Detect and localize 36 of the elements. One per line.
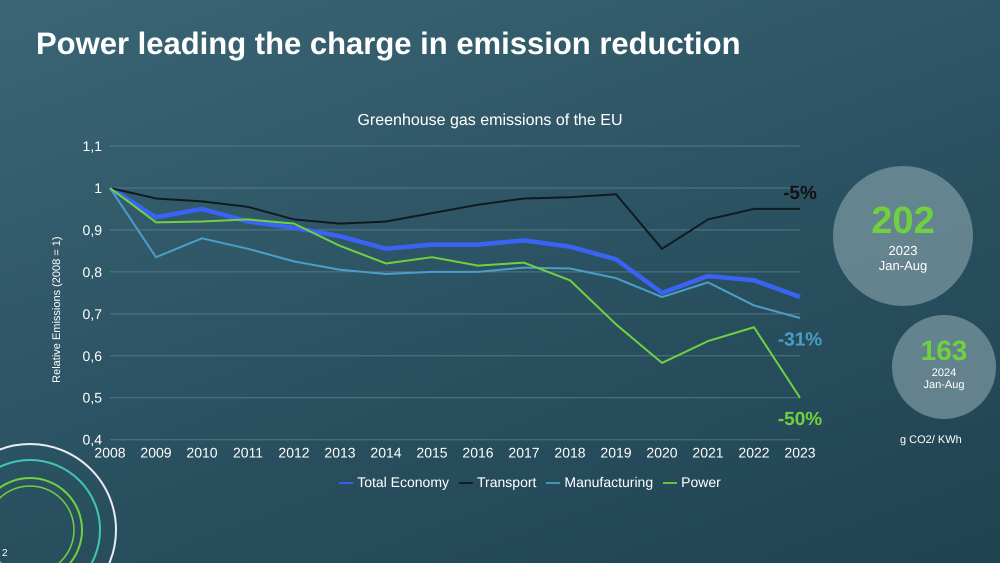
chart-subtitle: Greenhouse gas emissions of the EU <box>356 112 624 130</box>
x-tick-label: 2021 <box>692 444 724 461</box>
y-axis-title: Relative Emissions (2008 = 1) <box>50 236 63 383</box>
legend-label: Manufacturing <box>564 474 654 490</box>
x-tick-label: 2022 <box>738 444 770 461</box>
x-tick-label: 2009 <box>140 444 172 461</box>
text: g CO2/ KWh <box>900 434 962 446</box>
text: 2 <box>2 548 8 559</box>
x-tick-label: 2014 <box>370 444 402 461</box>
circle-badge: 202 2023 Jan-Aug <box>833 166 973 306</box>
y-tick-label: 0,7 <box>82 306 102 322</box>
x-tick-label: 2013 <box>324 444 356 461</box>
chart-title: Power leading the charge in emission reduction <box>36 26 741 62</box>
x-tick-label: 2019 <box>600 444 632 461</box>
y-tick-label: 0,5 <box>82 390 102 406</box>
x-tick-label: 2010 <box>186 444 218 461</box>
y-tick-label: 1,1 <box>82 138 102 154</box>
x-tick-label: 2016 <box>462 444 494 461</box>
x-tick-label: 2017 <box>508 444 540 461</box>
x-tick-label: 2012 <box>278 444 310 461</box>
legend-label: Transport <box>477 474 536 490</box>
annotation: -31% <box>778 330 822 351</box>
x-tick-label: 2020 <box>646 444 678 461</box>
y-tick-label: 0,6 <box>82 348 102 364</box>
y-tick-label: 1 <box>94 180 102 196</box>
circle-badge: 163 2024 Jan-Aug <box>892 315 996 419</box>
annotation: -50% <box>778 409 822 430</box>
x-tick-label: 2011 <box>232 444 264 461</box>
legend-label: Total Economy <box>357 474 450 490</box>
legend-label: Power <box>681 474 721 490</box>
x-tick-label: 2023 <box>784 444 816 461</box>
y-tick-label: 0,9 <box>82 222 102 238</box>
x-tick-label: 2018 <box>554 444 586 461</box>
annotation: -5% <box>783 182 817 204</box>
y-tick-label: 0,8 <box>82 264 102 280</box>
x-tick-label: 2015 <box>416 444 448 461</box>
